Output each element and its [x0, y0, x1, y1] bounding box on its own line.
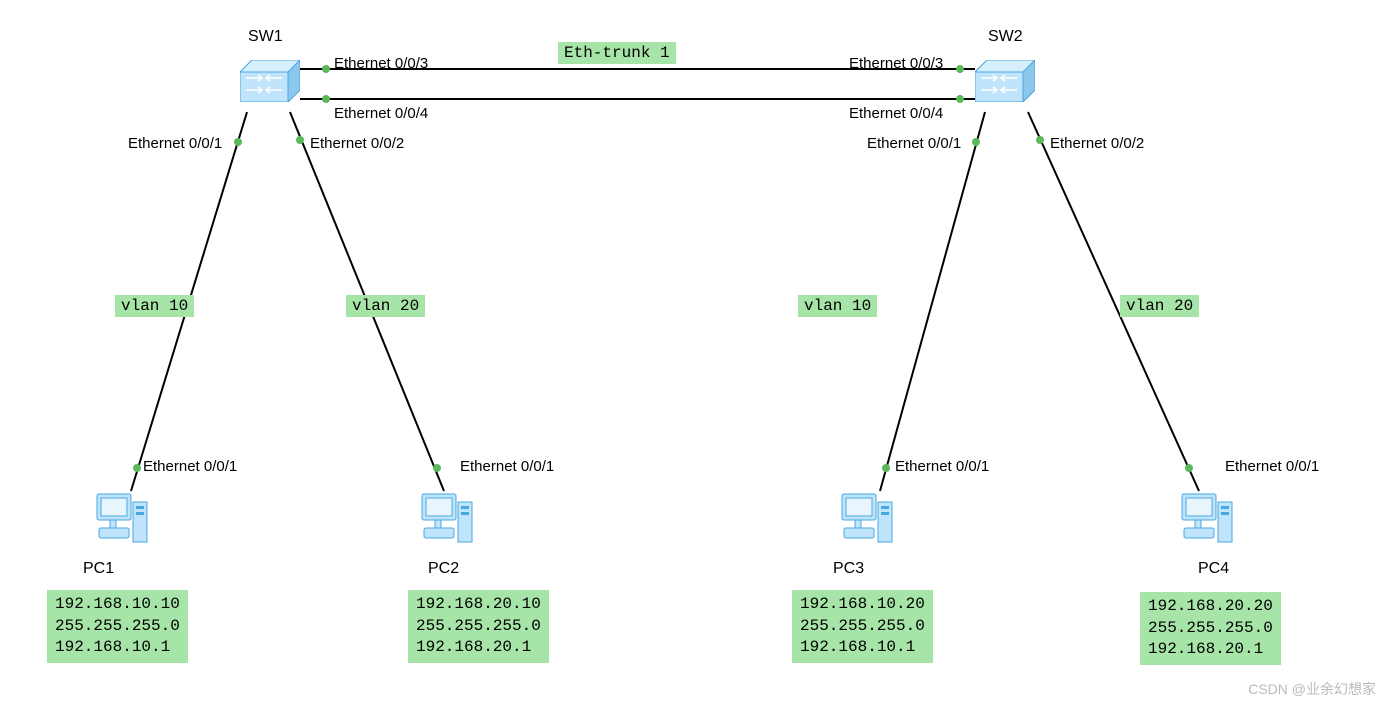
pc4-mask: 255.255.255.0 [1148, 618, 1273, 640]
pc2-label: PC2 [428, 560, 459, 578]
pc1-ipbox: 192.168.10.10 255.255.255.0 192.168.10.1 [47, 590, 188, 663]
vlan-3: vlan 10 [798, 295, 877, 317]
pc3-port: Ethernet 0/0/1 [895, 458, 989, 475]
pc1-port: Ethernet 0/0/1 [143, 458, 237, 475]
pc1-icon [95, 490, 151, 546]
vlan-1: vlan 10 [115, 295, 194, 317]
pc2-icon [420, 490, 476, 546]
sw1-port-e004: Ethernet 0/0/4 [334, 105, 428, 122]
pc2-ipbox: 192.168.20.10 255.255.255.0 192.168.20.1 [408, 590, 549, 663]
sw2-port-e004: Ethernet 0/0/4 [849, 105, 943, 122]
sw1-port-e003: Ethernet 0/0/3 [334, 55, 428, 72]
switch-sw2 [975, 60, 1035, 102]
pc3-gw: 192.168.10.1 [800, 637, 925, 659]
pc2-gw: 192.168.20.1 [416, 637, 541, 659]
sw1-label: SW1 [248, 28, 283, 46]
sw1-port-e002: Ethernet 0/0/2 [310, 135, 404, 152]
vlan-2: vlan 20 [346, 295, 425, 317]
sw2-port-e003: Ethernet 0/0/3 [849, 55, 943, 72]
pc3-ipbox: 192.168.10.20 255.255.255.0 192.168.10.1 [792, 590, 933, 663]
pc1-ip: 192.168.10.10 [55, 594, 180, 616]
trunk-label: Eth-trunk 1 [558, 42, 676, 64]
pc4-gw: 192.168.20.1 [1148, 639, 1273, 661]
pc3-mask: 255.255.255.0 [800, 616, 925, 638]
pc1-label: PC1 [83, 560, 114, 578]
watermark: CSDN @业余幻想家 [1248, 679, 1376, 699]
sw2-label: SW2 [988, 28, 1023, 46]
pc2-ip: 192.168.20.10 [416, 594, 541, 616]
sw1-port-e001: Ethernet 0/0/1 [128, 135, 222, 152]
pc1-mask: 255.255.255.0 [55, 616, 180, 638]
pc3-icon [840, 490, 896, 546]
pc4-ipbox: 192.168.20.20 255.255.255.0 192.168.20.1 [1140, 592, 1281, 665]
pc4-port: Ethernet 0/0/1 [1225, 458, 1319, 475]
pc2-port: Ethernet 0/0/1 [460, 458, 554, 475]
pc1-gw: 192.168.10.1 [55, 637, 180, 659]
switch-sw1 [240, 60, 300, 102]
pc3-label: PC3 [833, 560, 864, 578]
pc4-label: PC4 [1198, 560, 1229, 578]
pc3-ip: 192.168.10.20 [800, 594, 925, 616]
sw2-port-e001: Ethernet 0/0/1 [867, 135, 961, 152]
sw2-port-e002: Ethernet 0/0/2 [1050, 135, 1144, 152]
pc4-ip: 192.168.20.20 [1148, 596, 1273, 618]
pc2-mask: 255.255.255.0 [416, 616, 541, 638]
pc4-icon [1180, 490, 1236, 546]
vlan-4: vlan 20 [1120, 295, 1199, 317]
